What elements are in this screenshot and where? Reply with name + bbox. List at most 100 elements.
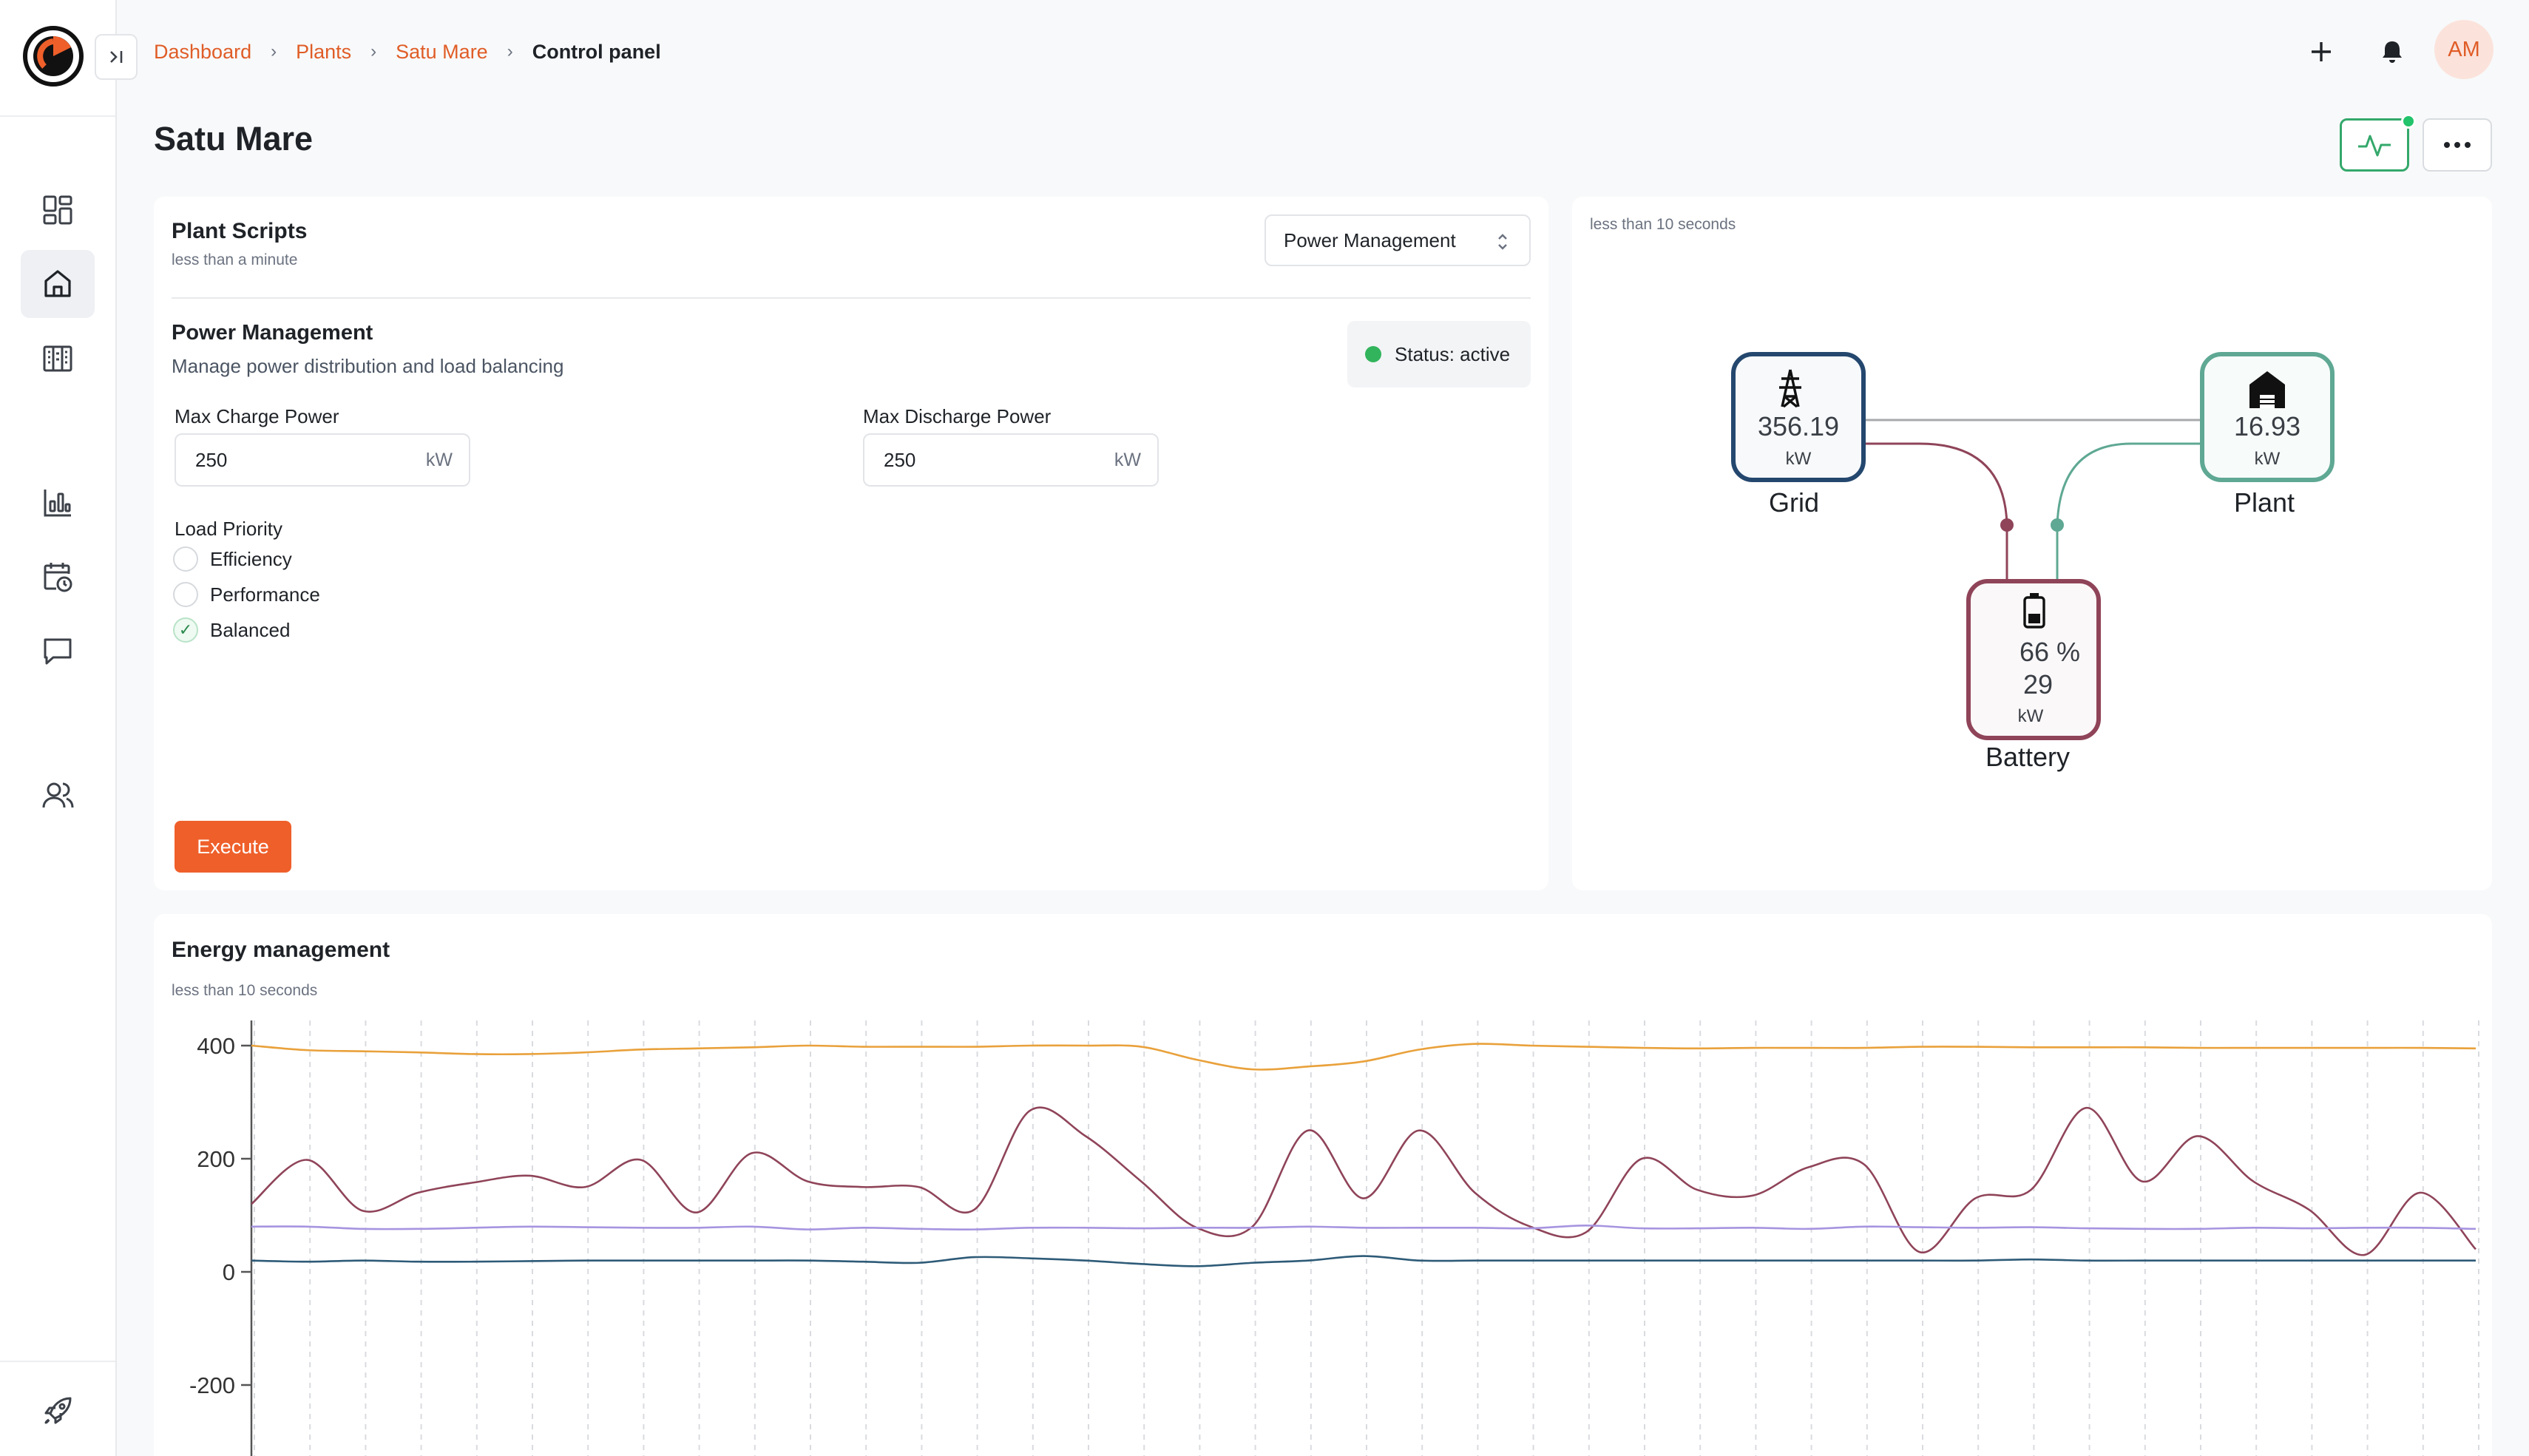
grid-value: 356.19 xyxy=(1758,411,1839,441)
rocket-icon xyxy=(44,1397,72,1424)
sidebar xyxy=(0,0,117,1456)
sidebar-item-devices[interactable] xyxy=(21,324,95,392)
power-tower-icon xyxy=(1779,369,1801,408)
calendar-clock-icon xyxy=(44,563,72,592)
sidebar-item-schedule[interactable] xyxy=(21,543,95,611)
page-title: Satu Mare xyxy=(154,120,314,158)
max-charge-unit: kW xyxy=(425,450,453,470)
script-select[interactable]: Power Management xyxy=(1264,214,1531,266)
chevron-right-icon: › xyxy=(271,41,277,61)
battery-node[interactable]: 66 % 29 kW Battery xyxy=(1966,579,2101,772)
breadcrumb-plants[interactable]: Plants xyxy=(296,40,352,63)
plant-scripts-updated: less than a minute xyxy=(172,251,298,268)
sidebar-item-analytics[interactable] xyxy=(21,469,95,537)
execute-button[interactable]: Execute xyxy=(175,821,291,873)
grid-unit: kW xyxy=(1786,449,1812,469)
plus-icon xyxy=(2312,42,2331,61)
chart-y-tick-label: 200 xyxy=(197,1146,235,1172)
max-discharge-unit: kW xyxy=(1114,450,1141,470)
status-dot xyxy=(1365,346,1381,362)
building-icon xyxy=(43,345,72,372)
load-priority-label: Load Priority xyxy=(175,518,282,540)
max-discharge-label: Max Discharge Power xyxy=(863,405,1052,427)
battery-value: 29 xyxy=(2023,669,2053,700)
energy-flow-card xyxy=(1572,197,2492,890)
check-icon[interactable]: ✓ xyxy=(173,617,198,643)
energy-management-title: Energy management xyxy=(172,938,390,962)
energy-management-updated: less than 10 seconds xyxy=(172,982,318,999)
sidebar-collapse-button[interactable] xyxy=(95,34,138,80)
radio-performance[interactable]: Performance xyxy=(173,581,320,608)
grid-icon xyxy=(43,195,72,225)
energy-management-card xyxy=(154,914,2492,1456)
card-divider xyxy=(172,297,1531,299)
status-text: Status: active xyxy=(1395,342,1511,365)
warehouse-icon xyxy=(2249,371,2285,408)
radio-circle[interactable] xyxy=(173,546,198,572)
plant-scripts-card xyxy=(154,197,1548,890)
plant-node[interactable]: 16.93 kW Plant xyxy=(2200,352,2335,518)
home-icon xyxy=(44,270,71,297)
breadcrumb: Dashboard › Plants › Satu Mare › Control… xyxy=(154,37,661,67)
panel-expand-icon xyxy=(110,51,123,63)
more-horizontal-icon xyxy=(2444,142,2471,148)
plant-scripts-title: Plant Scripts xyxy=(172,219,308,243)
sidebar-item-launch[interactable] xyxy=(21,1377,95,1445)
energy-line-chart: 400 200 0 -200 xyxy=(189,1020,2479,1456)
script-section-description: Manage power distribution and load balan… xyxy=(172,355,564,377)
chart-series-line-0 xyxy=(251,1043,2476,1071)
notifications-button[interactable] xyxy=(2369,28,2416,75)
live-status-dot xyxy=(2401,114,2416,129)
users-icon xyxy=(42,782,74,808)
max-discharge-input[interactable]: 250 kW xyxy=(863,433,1159,487)
bell-icon xyxy=(2383,41,2402,63)
radio-circle[interactable] xyxy=(173,582,198,607)
live-monitor-button[interactable] xyxy=(2340,118,2409,172)
radio-efficiency[interactable]: Efficiency xyxy=(173,546,292,572)
grid-flow-dot xyxy=(2000,518,2014,532)
max-charge-label: Max Charge Power xyxy=(175,405,339,427)
energy-flow-updated: less than 10 seconds xyxy=(1590,216,1736,233)
sidebar-item-users[interactable] xyxy=(21,762,95,830)
chart-series-line-1 xyxy=(251,1106,2476,1256)
plant-battery-connection xyxy=(2056,442,2201,580)
avatar[interactable]: AM xyxy=(2434,20,2494,79)
plant-value: 16.93 xyxy=(2234,411,2301,441)
sidebar-bottom-divider xyxy=(0,1361,115,1362)
battery-unit: kW xyxy=(2018,706,2044,726)
plant-label: Plant xyxy=(2234,487,2295,518)
max-charge-value: 250 xyxy=(195,448,228,471)
script-select-value: Power Management xyxy=(1284,228,1456,251)
grid-label: Grid xyxy=(1769,487,1819,518)
grid-battery-connection xyxy=(1863,442,2008,580)
plant-unit: kW xyxy=(2255,449,2281,469)
plant-flow-dot xyxy=(2051,518,2064,532)
sidebar-item-dashboard[interactable] xyxy=(21,176,95,244)
app-logo[interactable] xyxy=(22,25,84,87)
bar-chart-icon xyxy=(44,490,71,517)
chevron-right-icon: › xyxy=(370,41,377,61)
sidebar-item-messages[interactable] xyxy=(21,617,95,685)
sidebar-divider xyxy=(0,115,115,117)
max-charge-input[interactable]: 250 kW xyxy=(175,433,470,487)
status-badge: Status: active xyxy=(1347,321,1531,387)
script-section-title: Power Management xyxy=(172,321,373,345)
sidebar-spacer xyxy=(22,429,93,430)
radio-label: Balanced xyxy=(210,618,291,641)
breadcrumb-dashboard[interactable]: Dashboard xyxy=(154,40,252,63)
breadcrumb-current: Control panel xyxy=(532,40,661,63)
grid-node[interactable]: 356.19 kW Grid xyxy=(1731,352,1866,518)
activity-icon xyxy=(2358,135,2391,157)
max-discharge-value: 250 xyxy=(884,448,916,471)
radio-label: Performance xyxy=(210,583,320,606)
more-options-button[interactable] xyxy=(2423,118,2492,172)
chevrons-up-down-icon xyxy=(1498,234,1507,250)
breadcrumb-plant[interactable]: Satu Mare xyxy=(396,40,488,63)
chart-series-line-2 xyxy=(251,1224,2476,1230)
chart-series-line-3 xyxy=(251,1255,2476,1267)
chart-y-tick-label: 0 xyxy=(223,1259,235,1285)
add-button[interactable] xyxy=(2298,28,2345,75)
radio-balanced[interactable]: ✓ Balanced xyxy=(173,617,290,643)
chevron-right-icon: › xyxy=(507,41,513,61)
sidebar-item-plants[interactable] xyxy=(21,250,95,318)
